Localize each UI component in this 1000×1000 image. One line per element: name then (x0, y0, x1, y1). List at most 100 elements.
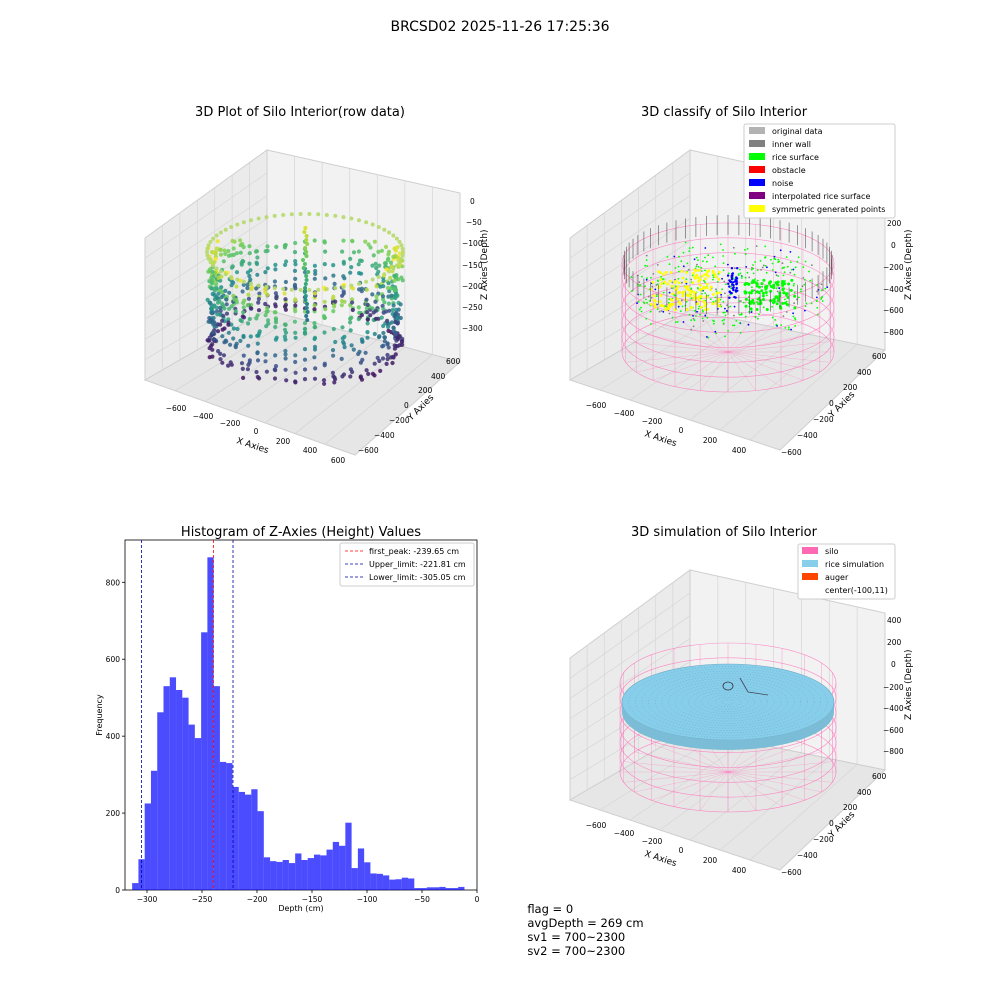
sv1-value: sv1 = 700~2300 (527, 930, 626, 944)
raw-data-point (333, 213, 338, 218)
raw-data-point (241, 282, 246, 287)
raw-data-point (331, 353, 336, 358)
raw-data-point (348, 320, 353, 325)
raw-data-point (371, 310, 376, 315)
raw-z-tick: 0 (470, 197, 475, 206)
classify-data-point (645, 259, 648, 261)
classify-data-point (717, 308, 719, 310)
raw-x-tick: 200 (276, 437, 291, 446)
raw-data-point (214, 295, 219, 300)
classify-data-point (645, 298, 647, 301)
raw-data-point (380, 344, 385, 349)
raw-data-point (206, 338, 211, 343)
raw-data-point (223, 272, 228, 277)
raw-data-point (392, 278, 397, 283)
histogram-bar (320, 855, 327, 890)
raw-data-point (273, 353, 278, 358)
raw-data-point (210, 269, 215, 274)
classify-data-point (762, 306, 765, 309)
classify-data-point (716, 281, 719, 283)
sv2-value: sv2 = 700~2300 (527, 944, 626, 958)
classify-data-point (762, 264, 765, 267)
classify-x-tick: −600 (586, 401, 607, 410)
classify-data-point (706, 316, 709, 319)
classify-data-point (824, 287, 827, 290)
histogram-bar (332, 841, 340, 890)
classify-data-point (637, 300, 640, 303)
classify-data-point (783, 271, 786, 273)
classify-data-point (754, 261, 756, 263)
raw-data-point (249, 218, 253, 223)
classify-data-point (704, 314, 707, 317)
classify-data-point (667, 307, 671, 311)
classify-data-point (733, 314, 735, 317)
raw-data-point (246, 296, 251, 301)
histogram-bar (157, 712, 164, 890)
classify-data-point (730, 267, 734, 270)
histogram-bar (263, 857, 271, 890)
raw-data-point (392, 246, 397, 251)
classify-data-point (659, 271, 663, 275)
classify-data-point (697, 307, 700, 310)
histogram-bar (408, 878, 415, 890)
raw-data-point (312, 355, 317, 360)
classify-data-point (816, 296, 818, 299)
simulation-z-axis-label: Z Axies (Depth) (904, 649, 914, 720)
raw-data-point (366, 242, 371, 247)
raw-data-point (341, 289, 346, 294)
classify-data-point (789, 271, 792, 274)
classify-data-point (697, 259, 699, 262)
raw-data-point (393, 352, 398, 357)
simulation-legend-label: rice simulation (825, 560, 884, 569)
classify-z-tick-labels: 200 0 −200 −400 −600 −800 (883, 219, 904, 337)
raw-data-point (229, 275, 234, 279)
raw-data-point (377, 334, 382, 339)
classify-data-point (760, 289, 764, 293)
simulation-legend-swatch (802, 560, 818, 567)
histogram-bar (245, 794, 252, 890)
classify-data-point (775, 274, 778, 277)
raw-data-point (205, 246, 210, 251)
raw-data-point (341, 259, 346, 264)
classify-data-point (690, 328, 692, 331)
raw-data-point (382, 300, 387, 305)
classify-data-point (686, 293, 690, 297)
raw-data-point (303, 298, 308, 302)
histogram-bar (345, 822, 352, 890)
classify-data-point (709, 298, 712, 300)
raw-y-tick: 0 (404, 401, 409, 410)
raw-data-point (283, 279, 288, 285)
raw-data-point (293, 259, 298, 264)
raw-data-point (247, 244, 252, 249)
classify-data-point (804, 309, 806, 312)
classify-data-point (724, 314, 727, 317)
raw-z-tick: −250 (462, 303, 483, 312)
raw-data-point (293, 370, 298, 375)
raw-data-point (208, 239, 213, 244)
raw-data-point (229, 253, 234, 258)
raw-data-point (394, 292, 399, 297)
classify-data-point (684, 241, 687, 244)
classify-data-point (715, 290, 718, 293)
raw-data-point (226, 248, 231, 254)
raw-data-point (376, 275, 381, 279)
raw-data-point (394, 310, 399, 316)
raw-data-point (356, 317, 361, 322)
classify-z-tick: 0 (891, 241, 896, 250)
classify-data-point (681, 305, 684, 308)
classify-data-point (670, 284, 674, 288)
simulation-y-tick: 400 (857, 788, 872, 797)
classify-data-point (695, 273, 699, 277)
raw-data-point (376, 249, 381, 254)
raw-data-point (388, 260, 394, 265)
raw-data-point (209, 280, 214, 285)
classify-data-point (704, 281, 706, 283)
raw-data-point (265, 292, 270, 297)
raw-data-point (219, 274, 224, 279)
classify-data-point (712, 256, 714, 259)
raw-data-point (341, 238, 346, 243)
classify-data-point (668, 263, 671, 266)
raw-data-point (231, 326, 236, 331)
classify-data-point (765, 285, 769, 289)
raw-data-point (393, 320, 398, 325)
